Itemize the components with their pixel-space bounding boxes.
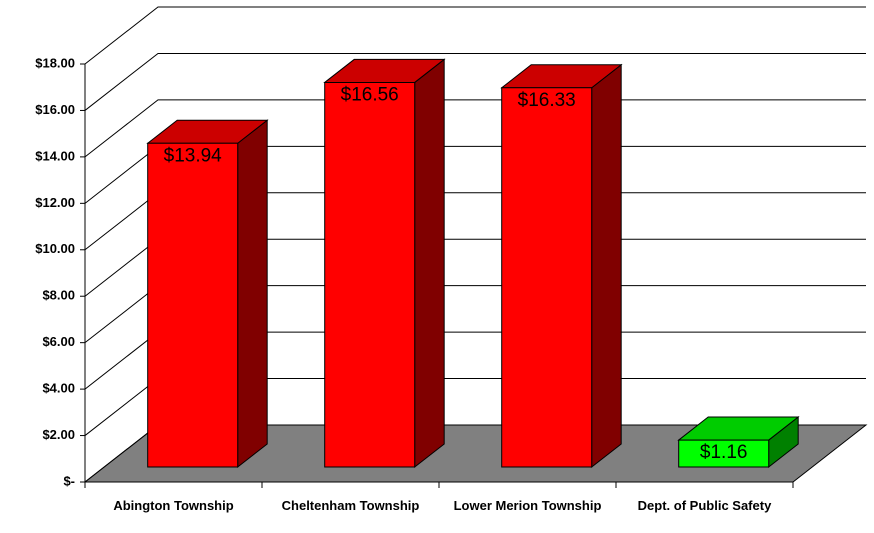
grid-line [84,99,866,158]
bar-side [414,58,445,469]
y-tick-label: $12.00 [35,195,75,210]
y-tick-label: $10.00 [35,241,75,256]
y-tick-label: $8.00 [42,288,75,303]
x-tick-label: Lower Merion Township [453,498,602,513]
bar-side [237,119,268,469]
x-tick-label: Cheltenham Township [281,498,420,513]
grid-line [84,52,866,111]
bar [678,439,770,468]
y-tick-label: $14.00 [35,148,75,163]
data-label: $1.16 [700,442,748,463]
y-tick-label: $4.00 [42,381,75,396]
bar [501,87,593,468]
data-label: $16.33 [518,90,576,111]
data-label: $13.94 [164,145,223,166]
y-tick-label: $18.00 [35,55,75,70]
y-tick-label: $6.00 [42,334,75,349]
bar-side [591,63,622,469]
x-tick-label: Abington Township [113,498,234,513]
bar [324,81,416,468]
data-label: $16.56 [341,84,399,105]
grid-line [84,6,866,65]
y-tick-label: $2.00 [42,427,75,442]
y-tick-label: $16.00 [35,102,75,117]
x-tick-label: Dept. of Public Safety [637,498,772,513]
y-tick-label: $- [63,473,75,488]
bar [147,142,239,468]
